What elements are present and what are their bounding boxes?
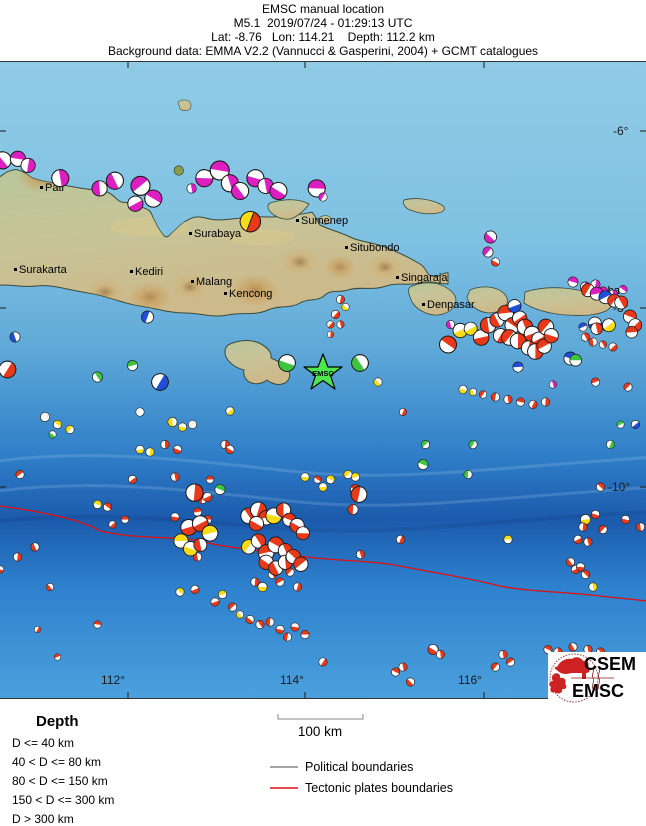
svg-text:EMSC: EMSC (572, 681, 624, 701)
svg-text:Singaraja: Singaraja (401, 272, 448, 284)
svg-text:-10°: -10° (608, 480, 630, 494)
svg-text:Kencong: Kencong (229, 288, 272, 300)
svg-text:Political boundaries: Political boundaries (305, 760, 413, 774)
svg-text:114°: 114° (280, 673, 304, 687)
svg-text:Depth: Depth (36, 713, 79, 730)
svg-text:CSEM: CSEM (584, 654, 636, 674)
svg-text:Surabaya: Surabaya (194, 228, 242, 240)
svg-text:D > 300 km: D > 300 km (12, 812, 74, 826)
svg-text:Malang: Malang (196, 276, 232, 288)
svg-text:Situbondo: Situbondo (350, 242, 400, 254)
svg-text:Kediri: Kediri (135, 266, 163, 278)
svg-text:112°: 112° (101, 673, 125, 687)
svg-text:100 km: 100 km (298, 724, 342, 739)
svg-text:Tectonic plates boundaries: Tectonic plates boundaries (305, 781, 453, 795)
svg-text:Surakarta: Surakarta (19, 264, 68, 276)
svg-text:EMSC: EMSC (312, 369, 334, 378)
svg-text:D <= 40 km: D <= 40 km (12, 736, 74, 750)
svg-text:-6°: -6° (613, 124, 629, 138)
svg-text:40 < D <= 80 km: 40 < D <= 80 km (12, 755, 101, 769)
svg-text:150 < D <= 300 km: 150 < D <= 300 km (12, 793, 114, 807)
svg-text:116°: 116° (458, 673, 482, 687)
svg-text:Sumenep: Sumenep (301, 215, 348, 227)
svg-text:Denpasar: Denpasar (427, 299, 475, 311)
svg-text:80 < D <= 150 km: 80 < D <= 150 km (12, 774, 108, 788)
